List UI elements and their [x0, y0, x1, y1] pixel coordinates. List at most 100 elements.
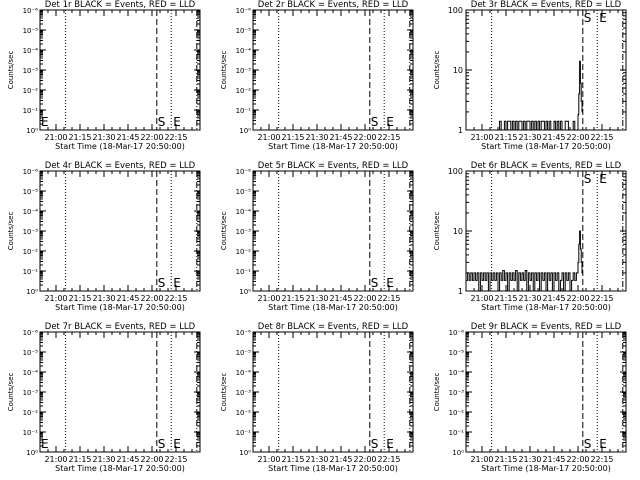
plot-4-xtick-label: 21:00 [44, 294, 67, 303]
plot-9-E-label: E [599, 437, 607, 451]
plot-7-E-label: E [173, 437, 181, 451]
plot-5-xtick-label: 21:30 [305, 294, 328, 303]
plot-8-axes [252, 331, 414, 453]
plot-6-ytick-label: 10 [453, 227, 463, 236]
plot-7-xtick-label: 21:45 [116, 455, 139, 464]
plot-1-xtick-label: 21:15 [68, 133, 91, 142]
plot-8-xtick-label: 22:15 [377, 455, 400, 464]
plot-9-ylabel: Counts/sec [433, 373, 441, 412]
plot-2-xlabel: Start Time (18-Mar-17 20:50:00) [268, 142, 398, 151]
plot-8-title: Det 8r BLACK = Events, RED = LLD [258, 322, 409, 332]
plot-8-xtick-label: 21:15 [281, 455, 304, 464]
plot-7-ytick-label: 10⁻⁵ [23, 349, 39, 357]
plot-4-ylabel: Counts/sec [7, 212, 15, 251]
plot-4-ytick-label: 10⁻⁶ [23, 168, 39, 176]
plot-9-xtick-label: 22:00 [566, 455, 589, 464]
plot-1-ytick-label: 10⁻⁶ [23, 7, 39, 15]
plot-7-extra-E-label: E [41, 437, 49, 451]
plot-5-xtick-label: 21:00 [257, 294, 280, 303]
plot-1-xlabel: Start Time (18-Mar-17 20:50:00) [55, 142, 185, 151]
plot-4-xlabel: Start Time (18-Mar-17 20:50:00) [55, 303, 185, 312]
plot-6-xtick-label: 21:00 [470, 294, 493, 303]
plot-4-ytick-label: 10⁻³ [23, 228, 39, 236]
plot-6-title: Det 6r BLACK = Events, RED = LLD [471, 161, 622, 171]
plot-4-axes [39, 170, 201, 292]
plot-1-xtick-label: 22:15 [164, 133, 187, 142]
plot-7-ytick-label: 10⁻⁴ [23, 369, 39, 377]
plot-3-S-label: S [584, 11, 592, 25]
plot-7-ytick-label: 10⁻² [23, 409, 39, 417]
plot-7-xtick-label: 21:15 [68, 455, 91, 464]
plot-7-title: Det 7r BLACK = Events, RED = LLD [45, 322, 196, 332]
plot-4-ytick-label: 10⁻⁵ [23, 188, 39, 196]
plot-9-xtick-label: 22:15 [590, 455, 613, 464]
plot-5-ylabel: Counts/sec [220, 212, 228, 251]
plot-8-ytick-label: 10⁻² [236, 409, 252, 417]
plot-6-series-0 [466, 230, 583, 292]
plot-2-xtick-label: 21:00 [257, 133, 280, 142]
plot-1-ytick-label: 10⁰ [26, 127, 38, 135]
plot-2-ylabel: Counts/sec [220, 51, 228, 90]
plot-2-ytick-label: 10⁻³ [236, 67, 252, 75]
plot-6-ytick-label: 100 [448, 167, 463, 176]
plot-9-xtick-label: 21:45 [542, 455, 565, 464]
plot-8-ytick-label: 10⁻¹ [236, 429, 252, 437]
plot-8-xtick-label: 21:00 [257, 455, 280, 464]
plot-5-axes [252, 170, 414, 292]
plot-3-ylabel: Counts/sec [433, 51, 441, 90]
plot-5-ytick-label: 10⁻⁶ [236, 168, 252, 176]
plot-5-xtick-label: 22:00 [353, 294, 376, 303]
plot-9-axes [465, 331, 627, 453]
plot-2-ytick-label: 10⁰ [239, 127, 251, 135]
plot-8-xtick-label: 21:45 [329, 455, 352, 464]
plot-3-series-0 [498, 60, 583, 131]
plot-9-ytick-label: 10⁻⁴ [449, 369, 465, 377]
plot-8-E-label: E [386, 437, 394, 451]
plot-6-S-label: S [584, 172, 592, 186]
plot-6-xtick-label: 22:00 [566, 294, 589, 303]
plot-8-ytick-label: 10⁻³ [236, 389, 252, 397]
plot-3-xtick-label: 21:45 [542, 133, 565, 142]
plot-4-xtick-label: 22:15 [164, 294, 187, 303]
plot-6-xtick-label: 21:15 [494, 294, 517, 303]
plot-3-xtick-label: 21:15 [494, 133, 517, 142]
plot-3-ytick-label: 10 [453, 66, 463, 75]
plot-7-xtick-label: 21:30 [92, 455, 115, 464]
plot-5-ytick-label: 10⁰ [239, 288, 251, 296]
plot-5-ytick-label: 10⁻² [236, 248, 252, 256]
plot-9-xlabel: Start Time (18-Mar-17 20:50:00) [481, 464, 611, 473]
plot-3-xtick-label: 21:30 [518, 133, 541, 142]
plot-7-ytick-label: 10⁻³ [23, 389, 39, 397]
plot-6-ylabel: Counts/sec [433, 212, 441, 251]
plot-2-axes [252, 9, 414, 131]
plot-9-ytick-label: 10⁰ [452, 449, 464, 457]
plot-4-E-label: E [173, 276, 181, 290]
plot-4-ytick-label: 10⁻⁴ [23, 208, 39, 216]
plot-7-ylabel: Counts/sec [7, 373, 15, 412]
plot-8-xlabel: Start Time (18-Mar-17 20:50:00) [268, 464, 398, 473]
plot-2-ytick-label: 10⁻⁶ [236, 7, 252, 15]
plot-3-ytick-label: 1 [458, 126, 463, 135]
plot-9-xtick-label: 21:30 [518, 455, 541, 464]
plot-8-xtick-label: 22:00 [353, 455, 376, 464]
plot-7-ytick-label: 10⁻⁶ [23, 329, 39, 337]
plot-8-ytick-label: 10⁻⁴ [236, 369, 252, 377]
plot-7-xlabel: Start Time (18-Mar-17 20:50:00) [55, 464, 185, 473]
plot-8-xtick-label: 21:30 [305, 455, 328, 464]
plot-9-ytick-label: 10⁻⁶ [449, 329, 465, 337]
plot-6-xtick-label: 21:30 [518, 294, 541, 303]
plot-1-S-label: S [158, 115, 166, 129]
plot-3-xtick-label: 21:00 [470, 133, 493, 142]
plot-7-xtick-label: 21:00 [44, 455, 67, 464]
plot-1-axes [39, 9, 201, 131]
plot-5-title: Det 5r BLACK = Events, RED = LLD [258, 161, 409, 171]
plot-3-xlabel: Start Time (18-Mar-17 20:50:00) [481, 142, 611, 151]
plot-7-ytick-label: 10⁰ [26, 449, 38, 457]
plot-6-xtick-label: 22:15 [590, 294, 613, 303]
plot-7-xtick-label: 22:00 [140, 455, 163, 464]
plot-9-ytick-label: 10⁻² [449, 409, 465, 417]
plot-8-S-label: S [371, 437, 379, 451]
plot-2-ytick-label: 10⁻² [236, 87, 252, 95]
plot-9-S-label: S [584, 437, 592, 451]
